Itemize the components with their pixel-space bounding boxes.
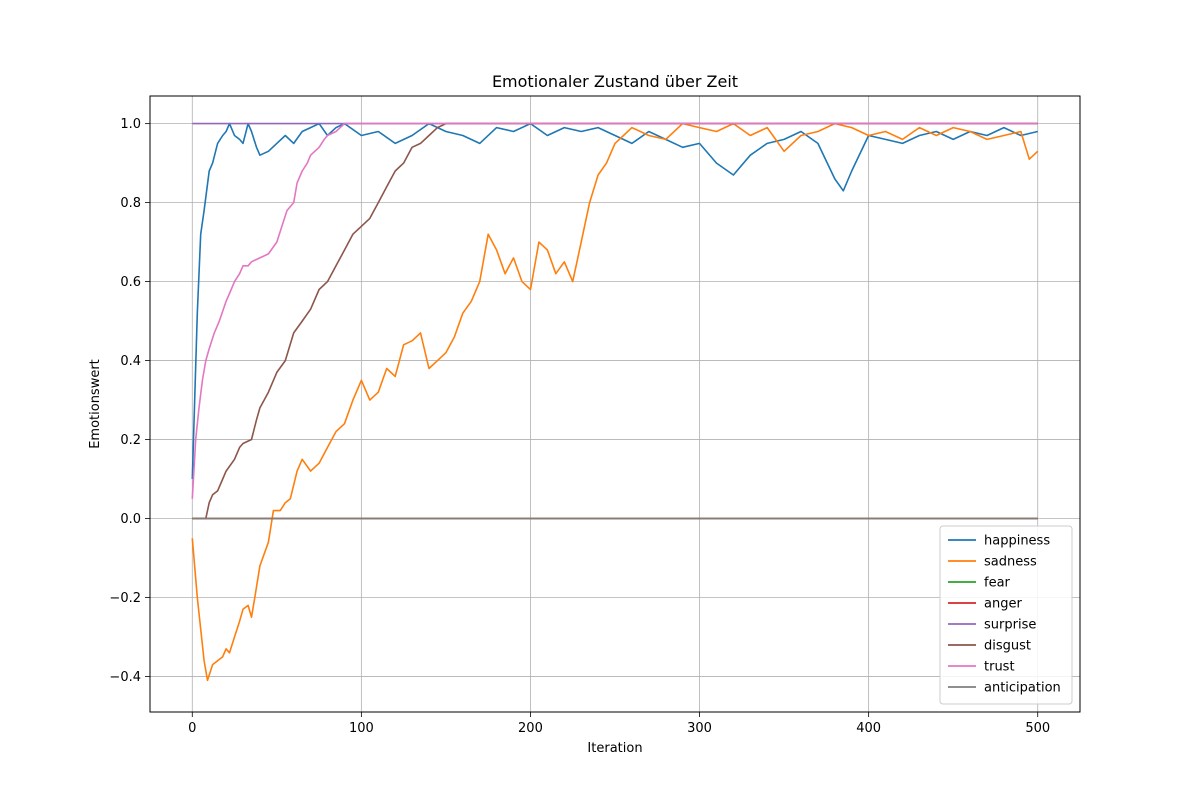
y-tick-label: 0.8 [120,196,141,211]
legend-label-fear: fear [984,576,1011,591]
x-tick-label: 200 [518,721,543,736]
legend-label-anger: anger [984,597,1022,612]
y-tick-label: −0.2 [109,591,141,606]
legend-label-trust: trust [984,660,1015,675]
plot-frame [149,95,1081,713]
series-line-sadness [191,122,1039,682]
legend-label-happiness: happiness [984,534,1050,549]
legend-label-anticipation: anticipation [984,681,1061,696]
y-tick-label: −0.4 [109,670,141,685]
x-axis-label: Iteration [587,741,642,756]
y-tick-label: 0.6 [120,275,141,290]
x-tick-label: 500 [1025,721,1050,736]
axis-ticks: 0 100 200 300 400 500 −0.4 −0.2 0.0 0.2 0.4 0.6 0.8 1… [109,117,1050,736]
x-tick-label: 100 [349,721,374,736]
y-tick-label: 1.0 [120,117,141,132]
y-axis-label: Emotionswert [88,359,103,449]
series-line-disgust [192,122,1038,520]
legend-label-sadness: sadness [984,555,1037,570]
x-tick-label: 0 [188,721,196,736]
chart-title: Emotionaler Zustand über Zeit [492,72,738,91]
series-line-happiness [191,122,1038,480]
legend-label-disgust: disgust [984,639,1031,654]
x-tick-label: 400 [856,721,881,736]
series-line-trust [191,122,1038,499]
x-tick-label: 300 [687,721,712,736]
legend: happiness sadness fear anger surprise disgust… [939,525,1073,705]
series-layer [191,122,1039,682]
y-tick-label: 0.2 [120,433,141,448]
y-tick-label: 0.4 [120,354,141,369]
legend-box [939,525,1073,705]
legend-label-surprise: surprise [984,618,1036,633]
y-tick-label: 0.0 [120,512,141,527]
